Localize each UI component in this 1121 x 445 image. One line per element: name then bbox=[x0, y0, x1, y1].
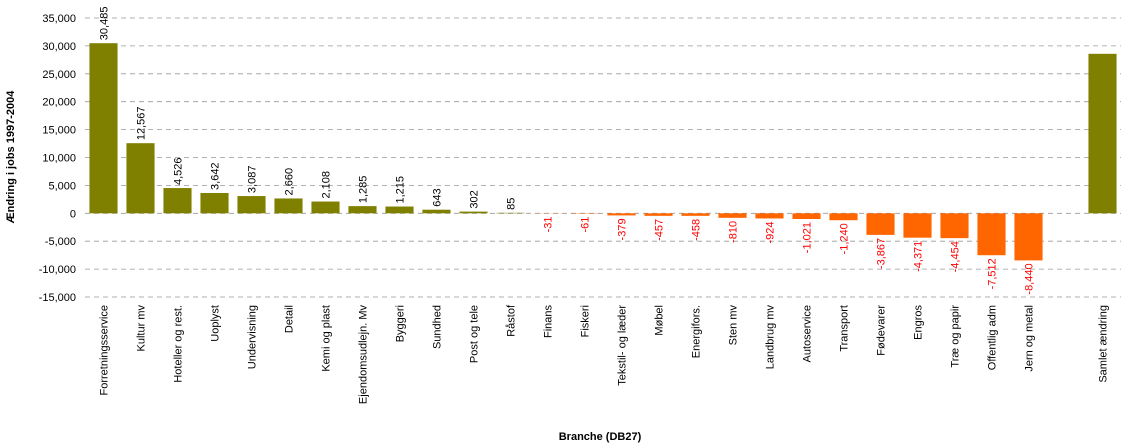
y-tick-label: 5,000 bbox=[48, 180, 76, 192]
bar bbox=[977, 213, 1006, 256]
value-label: -61 bbox=[580, 217, 592, 233]
bar bbox=[126, 143, 155, 214]
value-label: -31 bbox=[543, 216, 555, 232]
bar bbox=[274, 198, 303, 214]
x-tick-label: Engros bbox=[913, 305, 925, 340]
x-axis-label: Branche (DB27) bbox=[559, 431, 642, 443]
bar bbox=[829, 213, 858, 221]
x-tick-label: Sten mv bbox=[728, 305, 740, 346]
value-label: 85 bbox=[506, 198, 518, 210]
x-tick-label: Post og tele bbox=[469, 305, 481, 363]
bar bbox=[422, 209, 451, 214]
bar bbox=[237, 196, 266, 214]
x-tick-label: Kemi og plast bbox=[321, 305, 333, 372]
bar bbox=[792, 213, 821, 219]
x-tick-label: Finans bbox=[543, 305, 555, 339]
y-tick-label: 10,000 bbox=[42, 153, 76, 165]
bar bbox=[866, 213, 895, 235]
value-label: -457 bbox=[654, 219, 666, 241]
x-tick-label: Landbrug mv bbox=[765, 305, 777, 370]
bar bbox=[89, 43, 118, 214]
x-tick-label: Uoplyst bbox=[210, 305, 222, 342]
x-tick-label: Detail bbox=[284, 305, 296, 333]
x-tick-label: Fiskeri bbox=[580, 305, 592, 337]
y-tick-label: -5,000 bbox=[45, 236, 76, 248]
y-tick-label: 30,000 bbox=[42, 41, 76, 53]
value-label: -458 bbox=[691, 219, 703, 241]
value-label: 1,285 bbox=[358, 176, 370, 204]
x-tick-label: Møbel bbox=[654, 305, 666, 336]
value-label: -1,240 bbox=[839, 223, 851, 254]
x-tick-label: Hoteller og rest. bbox=[173, 305, 185, 383]
x-tick-label: Fødevarer bbox=[876, 305, 888, 356]
x-tick-label: Ejendomsudlejn. Mv bbox=[358, 305, 370, 405]
y-tick-label: 20,000 bbox=[42, 97, 76, 109]
x-tick-label: Træ og papir bbox=[950, 305, 962, 368]
value-label: -7,512 bbox=[987, 258, 999, 289]
value-label: 12,567 bbox=[136, 107, 148, 141]
bar bbox=[718, 213, 747, 218]
x-tick-label: Undervisning bbox=[247, 305, 259, 369]
bar bbox=[459, 211, 488, 214]
x-tick-label: Transport bbox=[839, 305, 851, 352]
bar bbox=[1014, 213, 1043, 261]
value-label: -4,454 bbox=[950, 241, 962, 272]
y-axis-label: Ændring i jobs 1997-2004 bbox=[5, 90, 17, 224]
value-label: -379 bbox=[617, 218, 629, 240]
y-tick-label: 0 bbox=[70, 208, 76, 220]
y-tick-label: 15,000 bbox=[42, 125, 76, 137]
bar bbox=[311, 201, 340, 214]
value-label: 2,660 bbox=[284, 168, 296, 196]
x-tick-label: Samlet ændring bbox=[1098, 305, 1110, 383]
value-label: 3,642 bbox=[210, 162, 222, 190]
value-label: 3,087 bbox=[247, 166, 259, 194]
value-label: -8,440 bbox=[1024, 263, 1036, 294]
value-label: -924 bbox=[765, 221, 777, 243]
x-tick-label: Kultur mv bbox=[136, 305, 148, 352]
x-tick-label: Jern og metal bbox=[1024, 305, 1036, 372]
value-label: 30,485 bbox=[99, 7, 111, 41]
bar bbox=[644, 213, 673, 216]
bar bbox=[940, 213, 969, 239]
y-tick-label: -15,000 bbox=[39, 292, 76, 304]
x-tick-label: Råstof bbox=[506, 304, 518, 337]
x-tick-label: Forretningsservice bbox=[99, 305, 111, 395]
x-tick-label: Byggeri bbox=[395, 305, 407, 342]
value-label: 1,215 bbox=[395, 176, 407, 204]
bar bbox=[1088, 53, 1117, 214]
x-tick-label: Autoservice bbox=[802, 305, 814, 362]
x-tick-label: Tekstil- og læder bbox=[617, 305, 629, 386]
y-tick-label: 35,000 bbox=[42, 13, 76, 25]
y-tick-label: -10,000 bbox=[39, 264, 76, 276]
value-label: -4,371 bbox=[913, 241, 925, 272]
value-label: -1,021 bbox=[802, 222, 814, 253]
bar bbox=[385, 206, 414, 214]
value-label: -3,867 bbox=[876, 238, 888, 269]
value-label: 2,108 bbox=[321, 171, 333, 199]
y-tick-label: 25,000 bbox=[42, 69, 76, 81]
x-tick-label: Offentlig adm bbox=[987, 305, 999, 370]
bar bbox=[681, 213, 710, 216]
bar bbox=[755, 213, 784, 219]
value-label: 4,526 bbox=[173, 158, 185, 186]
bar bbox=[163, 188, 192, 214]
bar bbox=[607, 213, 636, 216]
value-label: -810 bbox=[728, 221, 740, 243]
bar bbox=[200, 192, 229, 214]
x-tick-label: Energifors. bbox=[691, 305, 703, 358]
bar bbox=[348, 206, 377, 214]
value-label: 643 bbox=[432, 188, 444, 206]
value-label: 302 bbox=[469, 190, 481, 208]
bar bbox=[903, 213, 932, 238]
x-tick-label: Sundhed bbox=[432, 305, 444, 349]
